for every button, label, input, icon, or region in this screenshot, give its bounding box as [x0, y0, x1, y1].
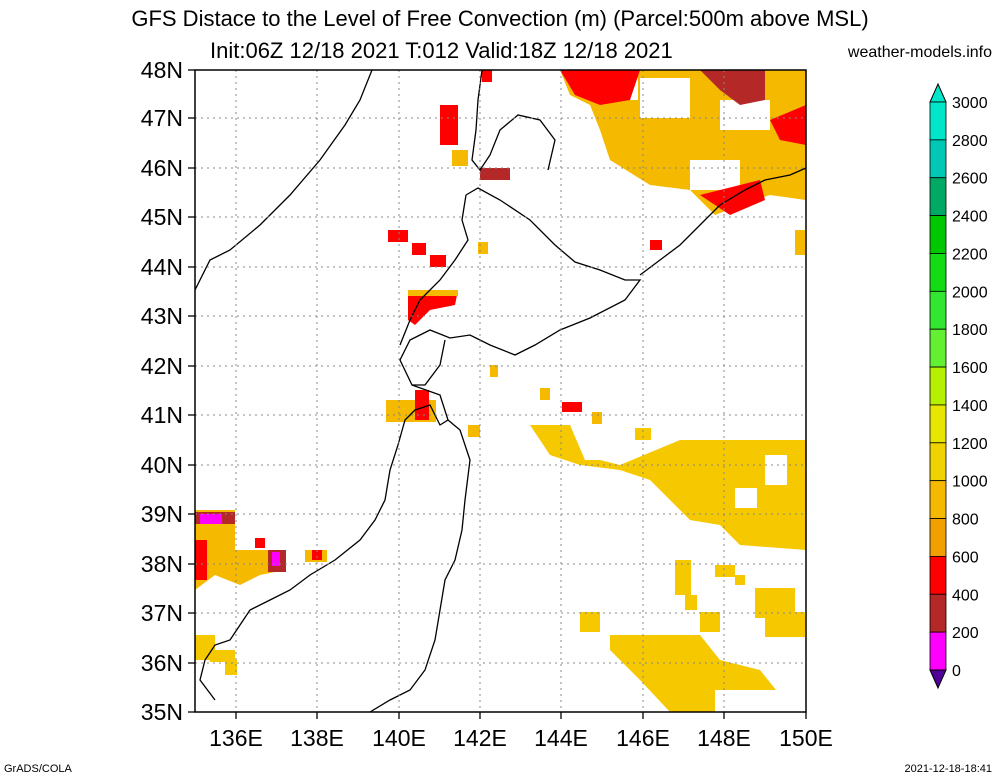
- lat-label: 45N: [141, 204, 183, 230]
- axis-ticks: [188, 69, 807, 719]
- colorbar-label: 1600: [952, 360, 988, 377]
- colorbar-label: 0: [952, 663, 961, 680]
- colorbar-swatch: [929, 366, 947, 406]
- lon-label: 140E: [372, 725, 426, 751]
- lat-label: 46N: [141, 155, 183, 181]
- lon-label: 144E: [534, 725, 588, 751]
- lon-label: 146E: [616, 725, 670, 751]
- colorbar-swatch: [929, 631, 947, 671]
- colorbar-label: 2200: [952, 246, 988, 263]
- colorbar-swatch: [929, 177, 947, 217]
- colorbar-label: 1000: [952, 474, 988, 491]
- lat-label: 42N: [141, 353, 183, 379]
- lat-label: 39N: [141, 501, 183, 527]
- colorbar-swatch: [929, 101, 947, 141]
- colorbar-bottom-arrow: [929, 669, 947, 690]
- lon-label: 142E: [453, 725, 507, 751]
- lon-label: 150E: [779, 725, 833, 751]
- lat-label: 48N: [141, 57, 183, 83]
- longitude-labels: 136E 138E 140E 142E 144E 146E 148E 150E: [209, 725, 833, 751]
- colorbar-label: 2800: [952, 133, 988, 150]
- lat-label: 37N: [141, 600, 183, 626]
- lon-label: 148E: [697, 725, 751, 751]
- map-subtitle: Init:06Z 12/18 2021 T:012 Valid:18Z 12/1…: [210, 38, 673, 63]
- colorbar-label: 2000: [952, 284, 988, 301]
- lat-label: 38N: [141, 551, 183, 577]
- lat-label: 43N: [141, 303, 183, 329]
- colorbar-swatch: [929, 593, 947, 633]
- colorbar-label: 2600: [952, 171, 988, 188]
- lat-label: 44N: [141, 254, 183, 280]
- colorbar: 3000280026002400220020001800160014001200…: [929, 82, 988, 690]
- map-title: GFS Distace to the Level of Free Convect…: [131, 6, 869, 31]
- colorbar-label: 400: [952, 587, 979, 604]
- lat-label: 41N: [141, 402, 183, 428]
- colorbar-top-arrow: [929, 82, 947, 103]
- colorbar-swatch: [929, 480, 947, 519]
- colorbar-label: 1400: [952, 398, 988, 415]
- colorbar-swatch: [929, 290, 947, 330]
- colorbar-swatch: [929, 139, 947, 179]
- colorbar-swatch: [929, 556, 947, 595]
- colorbar-label: 600: [952, 549, 979, 566]
- site-credit: weather-models.info: [847, 44, 992, 61]
- colorbar-label: 3000: [952, 95, 988, 112]
- lat-label: 40N: [141, 452, 183, 478]
- lat-label: 36N: [141, 650, 183, 676]
- lfc-field: [195, 70, 806, 712]
- graticule: [195, 70, 806, 712]
- lat-label: 35N: [141, 699, 183, 725]
- colorbar-label: 800: [952, 512, 979, 529]
- colorbar-label: 1200: [952, 436, 988, 453]
- lat-label: 47N: [141, 105, 183, 131]
- map-frame: [194, 69, 807, 713]
- colorbar-swatch: [929, 518, 947, 557]
- colorbar-swatch: [929, 328, 947, 368]
- latitude-labels: 48N 47N 46N 45N 44N 43N 42N 41N 40N 39N …: [141, 57, 183, 725]
- lon-label: 136E: [209, 725, 263, 751]
- colorbar-swatch: [929, 442, 947, 482]
- colorbar-label: 2400: [952, 209, 988, 226]
- coastline: [195, 70, 806, 712]
- colorbar-label: 1800: [952, 322, 988, 339]
- colorbar-swatch: [929, 215, 947, 254]
- colorbar-swatch: [929, 404, 947, 444]
- colorbar-swatch: [929, 253, 947, 292]
- lon-label: 138E: [290, 725, 344, 751]
- footer-timestamp: 2021-12-18-18:41: [904, 763, 992, 775]
- colorbar-label: 200: [952, 625, 979, 642]
- footer-software: GrADS/COLA: [4, 763, 72, 775]
